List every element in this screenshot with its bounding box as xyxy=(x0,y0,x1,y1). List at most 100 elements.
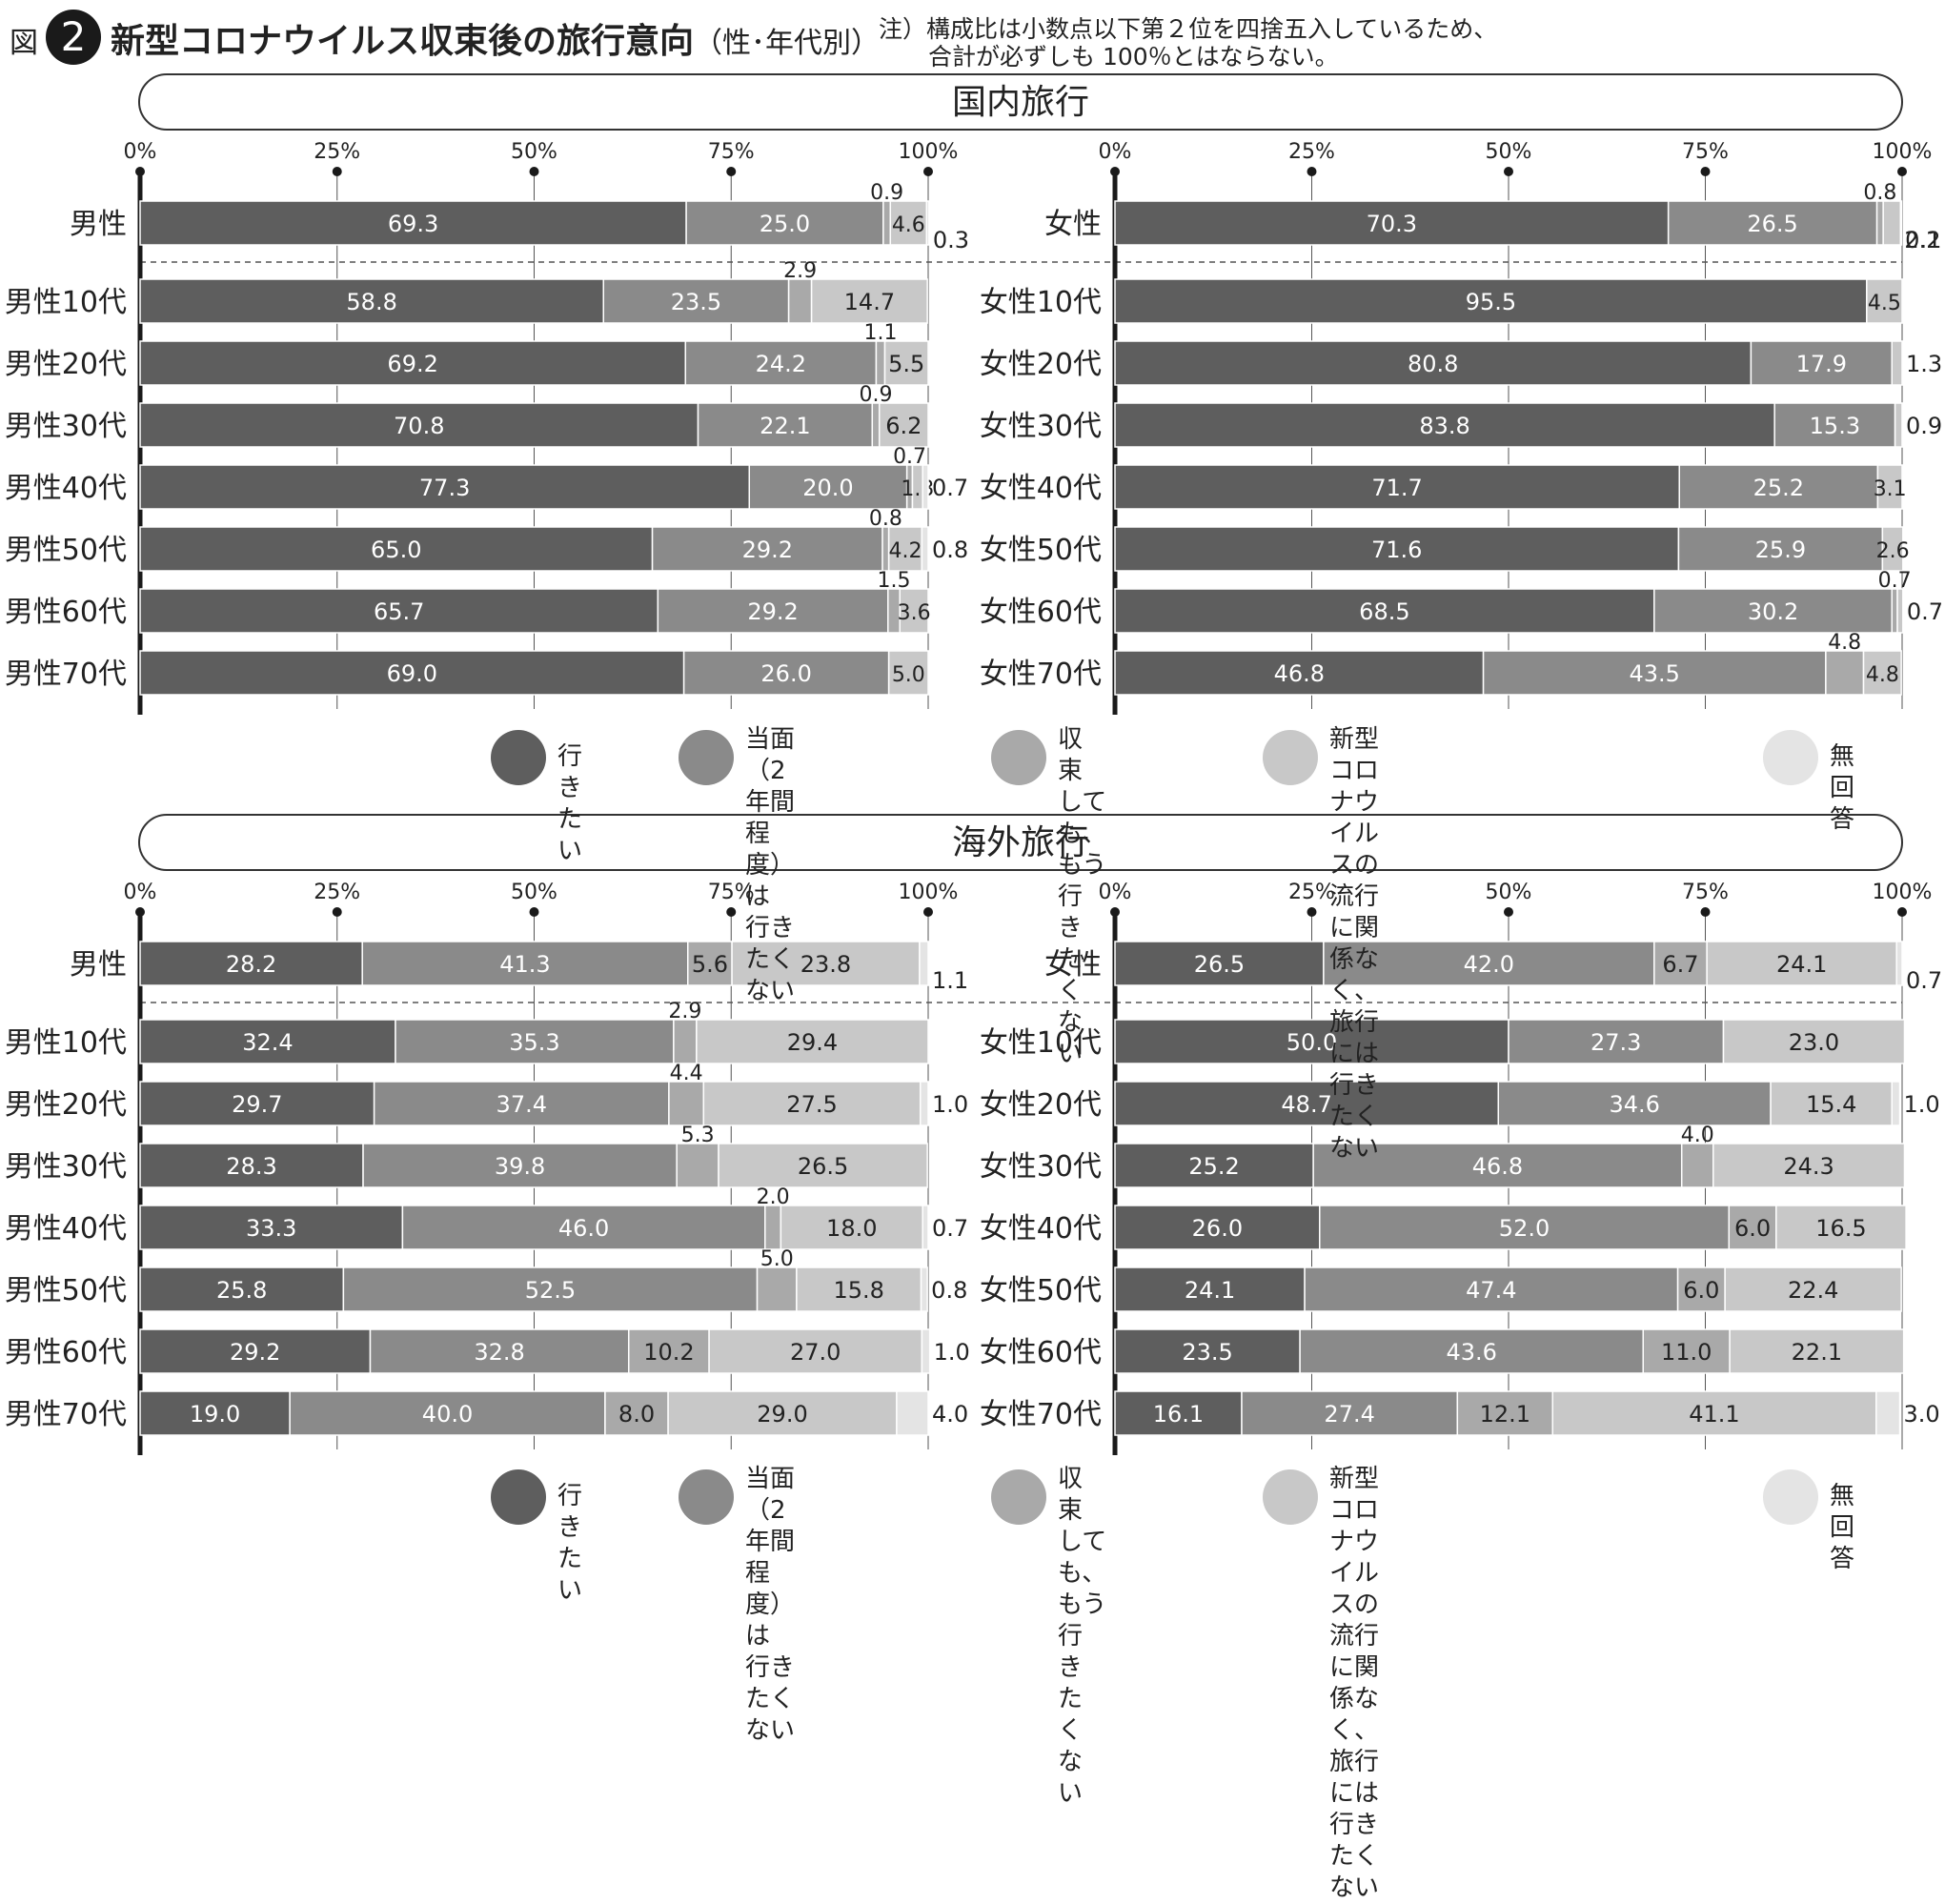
data-label: 29.2 xyxy=(742,537,793,563)
bar-segment xyxy=(731,941,921,986)
bar-segment xyxy=(361,941,689,986)
bar-segment xyxy=(369,1328,630,1374)
category-label: 女性70代 xyxy=(980,1398,1102,1431)
legend-label: 当面（2年間程度）は 行きたくない xyxy=(745,1465,796,1745)
tick-label: 75% xyxy=(1682,140,1729,164)
bar-segment xyxy=(1896,588,1904,634)
category-label: 男性40代 xyxy=(5,1212,127,1246)
data-label: 4.8 xyxy=(1866,663,1899,687)
bar-segment xyxy=(1706,941,1897,986)
bar-segment xyxy=(1114,200,1670,246)
data-label: 0.8 xyxy=(931,1277,967,1304)
legend-swatch xyxy=(491,1469,546,1525)
category-label: 男性20代 xyxy=(5,1088,127,1122)
data-label: 20.0 xyxy=(802,475,853,501)
data-label: 29.0 xyxy=(757,1401,807,1428)
bar-segment xyxy=(1866,278,1903,324)
tick-dot xyxy=(332,167,342,176)
bar-segment xyxy=(1114,650,1485,696)
tick-dot xyxy=(1307,907,1317,917)
tick-dot xyxy=(1700,167,1711,176)
bar-segment xyxy=(1881,526,1904,572)
bar-segment xyxy=(810,278,928,324)
data-label: 15.4 xyxy=(1806,1091,1856,1118)
data-label: 71.6 xyxy=(1371,537,1422,563)
tick-dot xyxy=(923,907,933,917)
bar-segment xyxy=(919,1081,929,1126)
data-label: 27.3 xyxy=(1590,1029,1641,1056)
tick-label: 75% xyxy=(708,140,755,164)
bar-segment xyxy=(668,1081,705,1126)
tick-label: 50% xyxy=(511,881,557,904)
bar-segment xyxy=(1825,650,1865,696)
bar-segment xyxy=(1678,464,1879,510)
bar-segment xyxy=(702,1081,922,1126)
bar-segment xyxy=(1114,526,1680,572)
legend-swatch xyxy=(1763,1469,1818,1525)
legend-swatch xyxy=(491,730,546,785)
bar-segment xyxy=(1114,941,1325,986)
bar-segment xyxy=(878,402,929,448)
data-label: 23.0 xyxy=(1789,1029,1839,1056)
data-label: 70.3 xyxy=(1367,211,1417,237)
category-label: 男性10代 xyxy=(5,286,127,319)
section-banner xyxy=(138,73,1903,131)
legend-label: 収束しても、 もう行きたくない xyxy=(1058,725,1107,1068)
data-label: 8.0 xyxy=(618,1401,655,1428)
legend-swatch xyxy=(991,730,1046,785)
data-label: 24.1 xyxy=(1185,1277,1235,1304)
data-label: 68.5 xyxy=(1359,598,1409,625)
bar-segment xyxy=(1874,1390,1901,1436)
data-label: 12.1 xyxy=(1480,1401,1530,1428)
data-label: 29.2 xyxy=(230,1339,280,1366)
category-label: 女性40代 xyxy=(980,472,1102,505)
tick-dot xyxy=(1897,167,1907,176)
bar-segment xyxy=(1642,1328,1731,1374)
bar-segment xyxy=(1508,1019,1725,1064)
category-label: 男性40代 xyxy=(5,472,127,505)
data-label: 30.2 xyxy=(1748,598,1798,625)
category-label: 男性70代 xyxy=(5,1398,127,1431)
bar-segment xyxy=(682,650,890,696)
bar-segment xyxy=(684,340,878,386)
data-label: 19.0 xyxy=(190,1401,240,1428)
data-label: 32.8 xyxy=(474,1339,524,1366)
data-label: 39.8 xyxy=(495,1153,545,1180)
data-label: 23.8 xyxy=(800,951,851,978)
category-label: 男性50代 xyxy=(5,534,127,567)
bar-segment xyxy=(756,1266,798,1312)
legend-swatch xyxy=(991,1469,1046,1525)
tick-label: 25% xyxy=(1288,140,1335,164)
tick-label: 25% xyxy=(314,140,360,164)
bar-segment xyxy=(1114,402,1775,448)
data-label: 69.0 xyxy=(387,660,437,687)
tick-label: 0% xyxy=(1099,881,1132,904)
bar-segment xyxy=(1114,278,1868,324)
bar-segment xyxy=(1653,941,1708,986)
tick-dot xyxy=(529,167,539,176)
bar-segment xyxy=(362,1143,678,1188)
bar-segment xyxy=(1773,402,1896,448)
bar-segment xyxy=(139,588,659,634)
data-label: 35.3 xyxy=(509,1029,559,1056)
data-label: 25.8 xyxy=(216,1277,267,1304)
bar-segment xyxy=(1891,588,1898,634)
category-label: 男性10代 xyxy=(5,1026,127,1060)
data-label: 3.1 xyxy=(1874,477,1907,501)
data-label: 29.4 xyxy=(787,1029,838,1056)
legend-swatch xyxy=(1263,1469,1318,1525)
data-label: 6.2 xyxy=(885,413,922,439)
tick-dot xyxy=(1897,907,1907,917)
data-label: 23.5 xyxy=(1182,1339,1232,1366)
data-label: 0.1 xyxy=(1905,227,1941,253)
category-label: 男性60代 xyxy=(5,1336,127,1369)
tick-dot xyxy=(726,167,737,176)
bar-segment xyxy=(676,1143,719,1188)
bar-segment xyxy=(1891,1081,1901,1126)
data-label: 6.0 xyxy=(1734,1215,1771,1242)
section-banner xyxy=(138,814,1903,871)
data-label: 0.9 xyxy=(1906,413,1942,439)
category-label: 男性60代 xyxy=(5,596,127,629)
data-label: 1.0 xyxy=(1904,1091,1940,1118)
bar-segment xyxy=(1724,1266,1902,1312)
